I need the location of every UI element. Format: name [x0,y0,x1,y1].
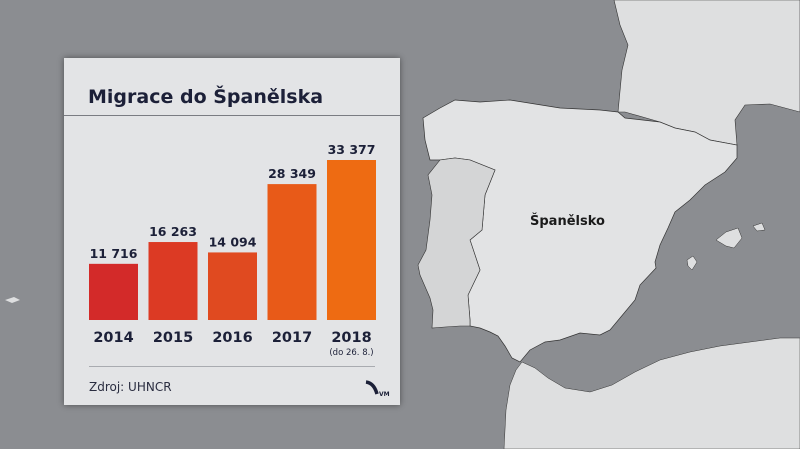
footer-divider [89,366,375,367]
value-label: 14 094 [209,234,257,249]
category-note: (do 26. 8.) [329,348,373,358]
bar-2014 [89,263,138,320]
bar-2018 [327,160,376,320]
bar-chart: 11 716 2014 16 263 2015 14 094 2016 28 349 2017… [89,142,376,358]
value-label: 11 716 [90,246,138,261]
chart-title: Migrace do Španělska [88,86,324,108]
category-label: 2017 [272,330,312,346]
value-label: 28 349 [268,166,316,181]
category-label: 2016 [212,330,252,346]
island-mallorca [715,227,743,249]
chart-panel: Migrace do Španělska 11 716 2014 16 263 201… [64,58,400,405]
bar-2017 [267,184,317,320]
category-label: 2014 [93,330,133,346]
island-menorca [752,222,766,232]
island-ibiza [686,255,698,271]
source-text: Zdroj: UHNCR [89,380,172,394]
country-label-spain: Španělsko [530,214,605,229]
vm-logo: VM [365,380,390,398]
category-label: 2015 [153,330,193,346]
category-label: 2018 [331,330,371,346]
title-divider [64,115,400,116]
value-label: 16 263 [149,224,197,239]
land-portugal [417,157,496,329]
svg-text:VM: VM [379,391,390,398]
value-label: 33 377 [328,142,376,157]
island-small [5,297,20,303]
bar-2016 [208,252,257,320]
bar-2015 [148,242,198,320]
land-africa [503,337,800,449]
